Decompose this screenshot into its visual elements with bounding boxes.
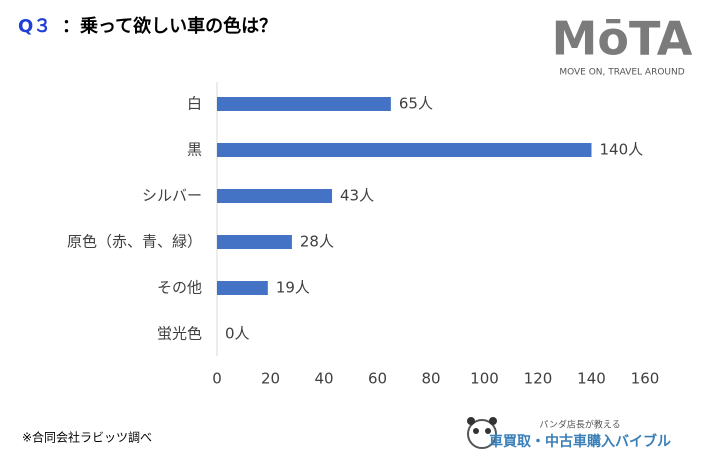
badge-icon (467, 417, 497, 449)
x-tick-label: 80 (421, 370, 440, 388)
bar (217, 189, 333, 203)
logo-tagline: MOVE ON, TRAVEL AROUND (559, 68, 684, 78)
bar (217, 143, 592, 157)
x-tick-label: 40 (314, 370, 333, 388)
y-tick-label: 白 (187, 95, 202, 113)
y-tick-label: 黒 (187, 141, 202, 159)
y-tick-label: その他 (157, 279, 202, 297)
value-label: 28人 (300, 233, 334, 251)
value-label: 43人 (340, 187, 374, 205)
badge-subtitle: パンダ店長が教える (539, 419, 620, 431)
x-tick-label: 60 (368, 370, 387, 388)
y-tick-label: シルバー (142, 187, 202, 205)
footnote: ※合同会社ラビッツ調べ (22, 430, 152, 445)
y-tick-label: 原色（赤、青、緑） (67, 233, 202, 251)
title-prefix: Q３ (18, 16, 51, 37)
bar (217, 235, 292, 249)
logo: MōTA (552, 12, 693, 66)
badge-title: 車買取・中古車購入バイブル (489, 433, 671, 450)
y-tick-label: 蛍光色 (157, 325, 202, 343)
bar (217, 97, 391, 111)
x-tick-label: 120 (524, 370, 553, 388)
x-tick-label: 140 (577, 370, 606, 388)
chart-title: ：乗って欲しい車の色は？ (62, 15, 277, 37)
value-label: 65人 (399, 95, 433, 113)
value-label: 140人 (600, 141, 644, 159)
x-tick-label: 160 (631, 370, 660, 388)
x-tick-label: 100 (470, 370, 499, 388)
value-label: 19人 (276, 279, 310, 297)
x-tick-label: 20 (261, 370, 280, 388)
value-label: 0人 (225, 325, 250, 343)
bar (217, 281, 268, 295)
x-tick-label: 0 (212, 370, 222, 388)
